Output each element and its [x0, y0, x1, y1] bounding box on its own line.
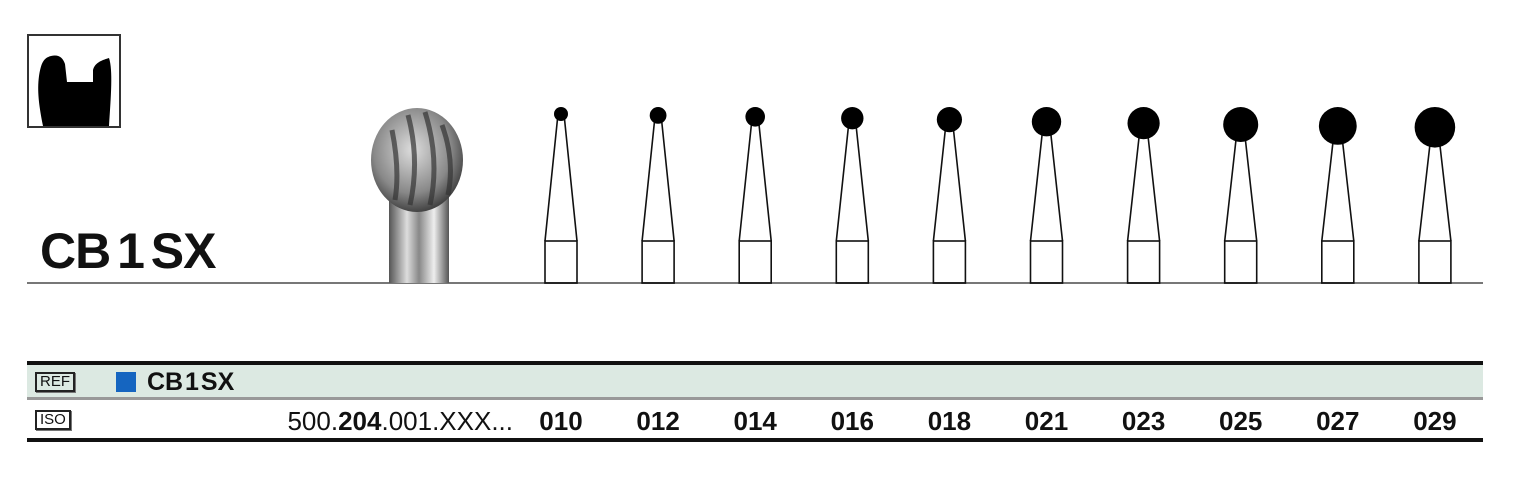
product-title: CB 1 SX: [40, 223, 217, 279]
iso-size-027: 027: [1316, 406, 1360, 436]
iso-size-018: 018: [927, 406, 972, 436]
bur-head: [554, 107, 568, 121]
bur-neck: [641, 115, 675, 242]
bur-shank: [738, 240, 773, 284]
ref-label: REF: [35, 372, 75, 392]
bur-shank: [1223, 240, 1258, 284]
bur-shank: [641, 240, 675, 284]
product-table: REF CB 1 SX ISO 500.204.001.XXX... 010 01…: [27, 361, 1483, 442]
iso-size-014: 014: [733, 406, 777, 436]
bur-neck: [738, 116, 772, 242]
bur-shank: [932, 240, 967, 284]
bur-neck: [1321, 125, 1355, 242]
bur-neck: [1223, 124, 1258, 242]
bur-neck: [835, 118, 870, 242]
iso-prefix: 500.204.001.XXX...: [287, 406, 513, 436]
bur-neck: [1029, 121, 1064, 242]
shape-icon-box: [27, 34, 121, 128]
bur-photo: [371, 108, 463, 283]
bur-shank: [1029, 240, 1064, 284]
bur-head: [745, 107, 765, 127]
iso-size-025: 025: [1218, 406, 1263, 436]
iso-size-029: 029: [1413, 406, 1457, 436]
bur-drawing-023: [1126, 107, 1161, 284]
bur-drawing-016: [835, 107, 870, 284]
iso-size-010: 010: [539, 406, 583, 436]
bur-drawing-025: [1223, 107, 1259, 284]
bur-neck: [1126, 123, 1161, 242]
ref-row: REF CB 1 SX: [27, 365, 1483, 400]
bur-head: [936, 107, 963, 133]
iso-size-021: 021: [1024, 406, 1069, 436]
bur-head: [841, 107, 864, 130]
bur-head: [649, 107, 667, 124]
bur-neck: [544, 113, 578, 242]
iso-label: ISO: [35, 410, 71, 430]
bur-drawing-012: [641, 107, 675, 284]
bur-shank: [544, 240, 578, 284]
bur-shank: [1321, 240, 1355, 284]
iso-size-016: 016: [830, 406, 874, 436]
bur-illustrations: [371, 107, 1456, 284]
ref-color-swatch: [116, 372, 136, 392]
bur-shank: [1418, 240, 1452, 284]
table-bottom-rule: [27, 438, 1483, 442]
bur-head: [1318, 107, 1357, 145]
bur-head: [1223, 107, 1259, 142]
bur-shank: [835, 240, 870, 284]
iso-size-012: 012: [636, 406, 680, 436]
bur-drawing-018: [932, 107, 967, 284]
ref-value: CB 1 SX: [147, 368, 235, 396]
bur-head: [1414, 107, 1456, 148]
iso-size-023: 023: [1121, 406, 1166, 436]
bur-drawing-029: [1414, 107, 1456, 284]
bur-drawing-021: [1029, 107, 1064, 284]
iso-row: ISO 500.204.001.XXX... 010 012 014 016 018 02…: [27, 400, 1483, 438]
bur-neck: [932, 119, 967, 242]
bur-drawing-010: [544, 107, 578, 284]
table-top-rule: [27, 361, 1483, 365]
bur-profile-silhouette-icon: [38, 55, 112, 127]
bur-drawing-027: [1318, 107, 1357, 284]
bur-head: [1031, 107, 1062, 137]
bur-drawing-014: [738, 107, 773, 284]
bur-shank: [1126, 240, 1161, 284]
bur-head: [1127, 107, 1160, 140]
